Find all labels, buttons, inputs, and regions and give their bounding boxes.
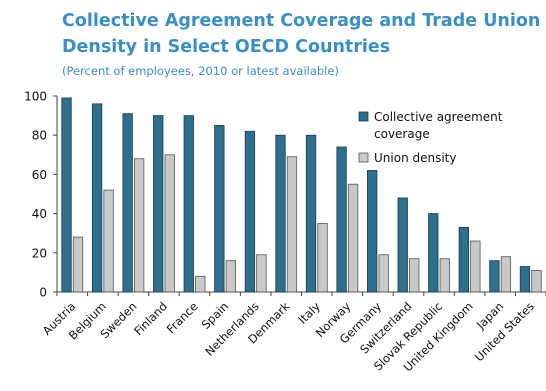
bar-union-density: [317, 222, 328, 293]
bar-coverage: [91, 103, 103, 293]
bar-union-density: [195, 275, 206, 293]
y-tick-label: 0: [39, 286, 47, 300]
bar-union-density: [500, 256, 512, 293]
bar-union-density: [531, 270, 542, 293]
y-tick-label: 100: [24, 90, 47, 104]
chart-title-line-1: Collective Agreement Coverage and Trade …: [62, 11, 541, 31]
y-tick-label: 40: [32, 207, 47, 221]
bar-union-density: [256, 254, 267, 293]
bar-coverage: [458, 226, 469, 293]
bar-union-density: [378, 254, 389, 293]
bar-union-density: [134, 158, 145, 293]
x-axis-labels: AustriaBelgiumSwedenFinlandFranceSpainNe…: [40, 299, 537, 374]
bar-coverage: [183, 115, 194, 293]
bar-coverage: [122, 113, 133, 293]
chart-title: Collective Agreement Coverage and Trade …: [62, 8, 542, 60]
chart-title-line-2: Density in Select OECD Countries: [62, 37, 391, 57]
legend-swatch-union-density: [358, 152, 369, 163]
y-tick-label: 80: [32, 129, 47, 143]
bar-coverage: [305, 134, 317, 293]
bar-coverage: [214, 125, 225, 293]
bar-union-density: [225, 260, 236, 293]
bar-coverage: [489, 260, 500, 293]
chart-bars: [61, 97, 542, 293]
bar-union-density: [103, 189, 114, 293]
x-tick-label: France: [164, 299, 201, 336]
bar-coverage: [519, 266, 531, 293]
legend-label-coverage-line-2: coverage: [374, 127, 430, 141]
bar-union-density: [347, 183, 359, 293]
bar-coverage: [275, 134, 286, 293]
bar-coverage: [397, 197, 408, 293]
bar-union-density: [72, 236, 84, 293]
bar-coverage: [336, 146, 347, 293]
y-tick-label: 20: [32, 246, 47, 260]
chart-subtitle: (Percent of employees, 2010 or latest av…: [62, 64, 339, 78]
bar-coverage: [367, 170, 378, 293]
bar-union-density: [470, 240, 481, 293]
chart-legend: Collective agreement coverage Union dens…: [358, 110, 503, 165]
bar-coverage: [153, 115, 164, 293]
bar-coverage: [61, 97, 72, 293]
x-tick-label: Finland: [131, 299, 170, 338]
y-tick-label: 60: [32, 168, 47, 182]
bar-union-density: [164, 154, 175, 293]
legend-label-union-density: Union density: [374, 151, 456, 165]
bar-union-density: [439, 258, 450, 293]
bar-coverage: [428, 213, 439, 293]
bar-union-density: [409, 258, 420, 293]
bar-coverage: [244, 130, 256, 293]
legend-swatch-coverage: [358, 111, 369, 122]
legend-label-coverage-line-1: Collective agreement: [374, 110, 503, 124]
bar-union-density: [286, 156, 298, 293]
